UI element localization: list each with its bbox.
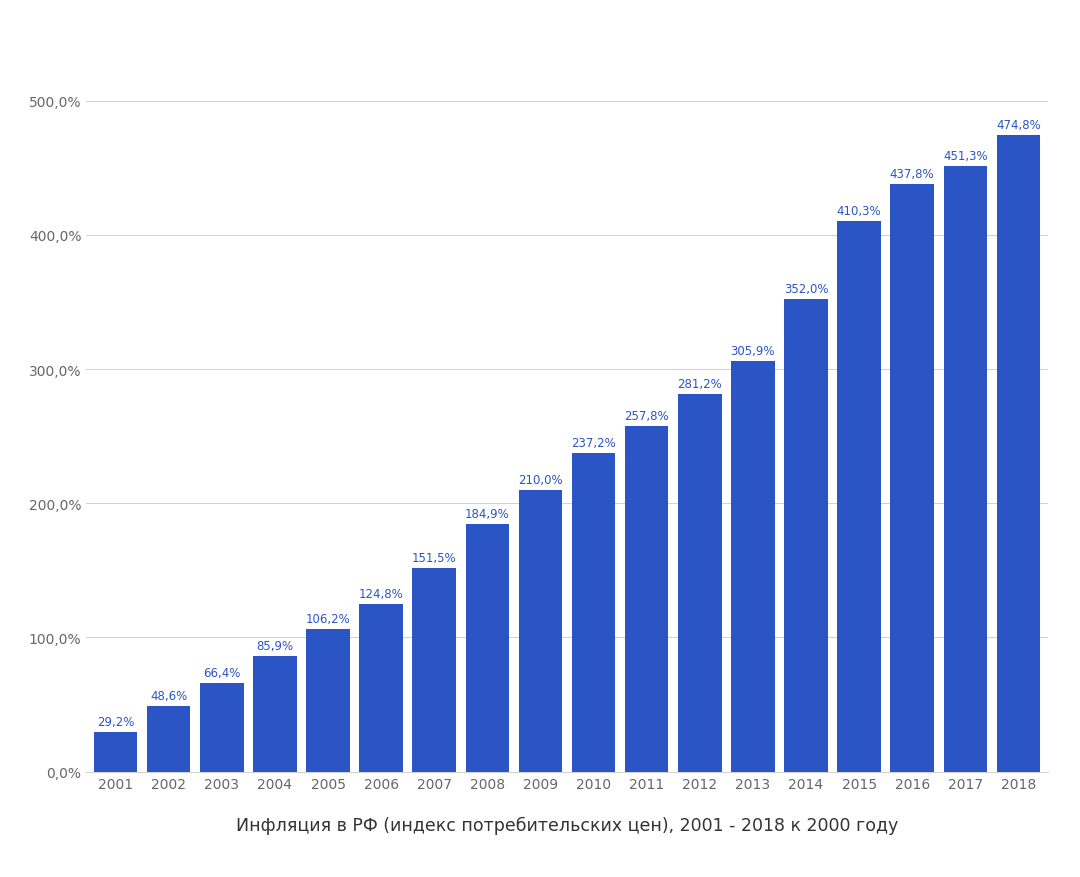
X-axis label: Инфляция в РФ (индекс потребительских цен), 2001 - 2018 к 2000 году: Инфляция в РФ (индекс потребительских це… [235, 816, 899, 834]
Bar [200, 683, 244, 772]
Bar [784, 300, 827, 772]
Text: 451,3%: 451,3% [943, 150, 987, 163]
Bar [253, 657, 297, 772]
Text: 184,9%: 184,9% [465, 507, 510, 520]
Text: 437,8%: 437,8% [890, 168, 934, 181]
Text: 85,9%: 85,9% [256, 639, 294, 652]
Bar [147, 707, 190, 772]
Bar [678, 395, 721, 772]
Text: 48,6%: 48,6% [150, 689, 187, 702]
Bar [997, 135, 1040, 772]
Text: 281,2%: 281,2% [677, 378, 723, 391]
Text: 257,8%: 257,8% [624, 410, 669, 422]
Bar [571, 453, 616, 772]
Bar [94, 732, 137, 772]
Text: 29,2%: 29,2% [97, 716, 134, 729]
Text: 410,3%: 410,3% [837, 205, 881, 217]
Bar [890, 185, 934, 772]
Bar [413, 568, 456, 772]
Text: 210,0%: 210,0% [518, 474, 563, 486]
Bar [465, 524, 509, 772]
Bar [731, 361, 774, 772]
Bar [625, 426, 669, 772]
Bar [307, 630, 350, 772]
Text: 352,0%: 352,0% [784, 283, 828, 296]
Bar [518, 490, 563, 772]
Text: 474,8%: 474,8% [996, 118, 1041, 132]
Text: 106,2%: 106,2% [306, 612, 350, 625]
Text: 124,8%: 124,8% [359, 588, 404, 601]
Bar [944, 167, 987, 772]
Text: 66,4%: 66,4% [203, 666, 241, 679]
Bar [837, 222, 881, 772]
Text: 305,9%: 305,9% [730, 345, 775, 358]
Bar [360, 604, 403, 772]
Text: 151,5%: 151,5% [411, 552, 457, 565]
Text: 237,2%: 237,2% [571, 437, 616, 450]
